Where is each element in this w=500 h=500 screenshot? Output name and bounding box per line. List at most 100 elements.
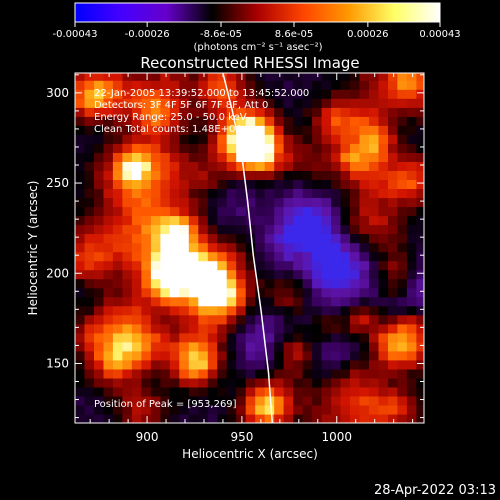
heatmap-cell	[236, 143, 247, 153]
heatmap-cell	[302, 296, 313, 307]
heatmap-cell	[112, 269, 123, 280]
heatmap-cell	[264, 395, 275, 406]
heatmap-cell	[169, 251, 180, 262]
heatmap-cell	[416, 206, 424, 217]
heatmap-cell	[416, 287, 424, 298]
heatmap-cell	[264, 260, 275, 271]
heatmap-cell	[255, 161, 266, 171]
heatmap-cell	[416, 323, 424, 334]
heatmap-cell	[283, 242, 294, 253]
heatmap-cell	[255, 269, 266, 280]
heatmap-cell	[274, 125, 285, 135]
heatmap-cell	[179, 215, 190, 226]
heatmap-cell	[198, 332, 209, 343]
heatmap-cell	[397, 242, 408, 253]
heatmap-cell	[416, 350, 424, 361]
heatmap-cell	[103, 305, 114, 316]
heatmap-cell	[112, 305, 123, 316]
heatmap-cell	[141, 224, 152, 235]
heatmap-cell	[283, 179, 294, 189]
heatmap-cell	[359, 161, 370, 171]
heatmap-cell	[198, 296, 209, 307]
heatmap-cell	[340, 206, 351, 217]
heatmap-cell	[350, 233, 361, 244]
heatmap-cell	[188, 125, 199, 135]
heatmap-cell	[179, 377, 190, 388]
heatmap-cell	[245, 215, 256, 226]
heatmap-cell	[321, 377, 332, 388]
heatmap-cell	[416, 269, 424, 280]
heatmap-cell	[94, 287, 105, 298]
heatmap-cell	[388, 395, 399, 406]
heatmap-cell	[169, 305, 180, 316]
heatmap-cell	[245, 296, 256, 307]
heatmap-cell	[274, 197, 285, 208]
heatmap-cell	[378, 377, 389, 388]
heatmap-cell	[236, 278, 247, 289]
heatmap-cell	[94, 332, 105, 343]
heatmap-cell	[217, 314, 228, 325]
heatmap-cell	[245, 179, 256, 189]
heatmap-cell	[169, 98, 180, 108]
heatmap-cell	[369, 188, 380, 199]
heatmap-cell	[131, 242, 142, 253]
heatmap-cell	[388, 296, 399, 307]
heatmap-cell	[103, 161, 114, 171]
heatmap-cell	[416, 215, 424, 226]
heatmap-cell	[388, 251, 399, 262]
heatmap-cell	[255, 73, 266, 81]
heatmap-cell	[141, 414, 152, 423]
heatmap-cell	[131, 359, 142, 370]
heatmap-cell	[226, 98, 237, 108]
heatmap-cell	[217, 359, 228, 370]
heatmap-cell	[169, 323, 180, 334]
heatmap-cell	[160, 224, 171, 235]
heatmap-cell	[207, 242, 218, 253]
heatmap-cell	[302, 73, 313, 81]
colorbar-tick-label: -0.00043	[53, 29, 98, 40]
heatmap-cell	[397, 224, 408, 235]
heatmap-cell	[122, 323, 133, 334]
heatmap-cell	[378, 224, 389, 235]
heatmap-cell	[331, 107, 342, 117]
heatmap-cell	[245, 242, 256, 253]
heatmap-cell	[94, 233, 105, 244]
heatmap-cell	[245, 98, 256, 108]
heatmap-cell	[75, 143, 86, 153]
heatmap-cell	[84, 305, 95, 316]
heatmap-cell	[188, 215, 199, 226]
heatmap-cell	[350, 260, 361, 271]
heatmap-cell	[283, 269, 294, 280]
heatmap-cell	[94, 242, 105, 253]
heatmap-cell	[207, 269, 218, 280]
heatmap-cell	[378, 107, 389, 117]
heatmap-cell	[378, 98, 389, 108]
heatmap-cell	[207, 341, 218, 352]
heatmap-cell	[103, 405, 114, 415]
heatmap-cell	[359, 242, 370, 253]
heatmap-cell	[122, 143, 133, 153]
heatmap-cell	[283, 161, 294, 171]
heatmap-cell	[331, 296, 342, 307]
heatmap-cell	[141, 107, 152, 117]
heatmap-cell	[188, 73, 199, 81]
heatmap-cell	[198, 323, 209, 334]
heatmap-cell	[75, 269, 86, 280]
heatmap-cell	[274, 287, 285, 298]
heatmap-cell	[141, 287, 152, 298]
heatmap-cell	[188, 170, 199, 180]
heatmap-cell	[169, 107, 180, 117]
heatmap-cell	[94, 305, 105, 316]
heatmap-cell	[388, 170, 399, 180]
heatmap-cell	[245, 197, 256, 208]
heatmap-cell	[388, 98, 399, 108]
heatmap-cell	[226, 260, 237, 271]
heatmap-cell	[236, 224, 247, 235]
heatmap-cell	[406, 260, 417, 271]
heatmap-cell	[188, 188, 199, 199]
heatmap-cell	[236, 386, 247, 397]
heatmap-cell	[75, 405, 86, 415]
heatmap-cell	[378, 197, 389, 208]
heatmap-cell	[416, 134, 424, 144]
heatmap-cell	[75, 179, 86, 189]
